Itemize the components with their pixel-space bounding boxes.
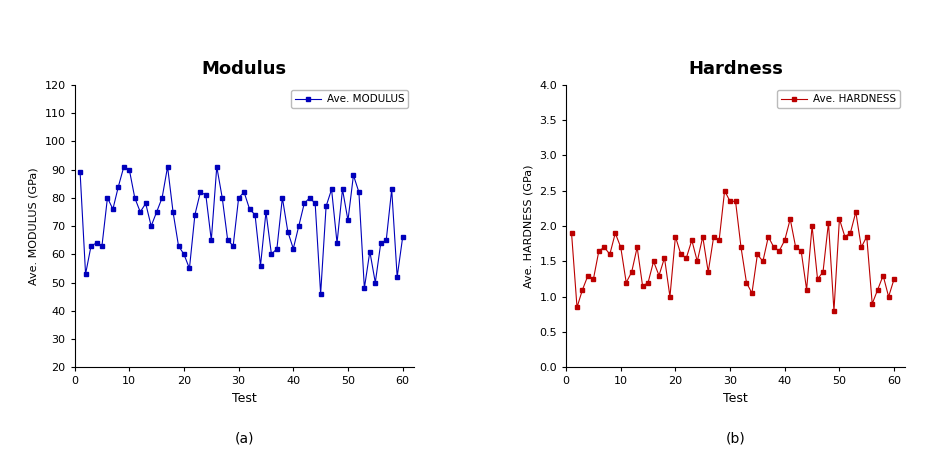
- Ave. MODULUS: [134, 209, 146, 215]
- Title: Modulus: Modulus: [202, 60, 286, 78]
- Ave. HARDNESS: [620, 280, 632, 285]
- X-axis label: Test: Test: [723, 392, 748, 405]
- Y-axis label: Ave. MODULUS (GPa): Ave. MODULUS (GPa): [29, 167, 39, 285]
- X-axis label: Test: Test: [231, 392, 257, 405]
- Ave. HARDNESS: [566, 230, 578, 236]
- Ave. HARDNESS: [648, 259, 659, 264]
- Ave. MODULUS: [189, 212, 201, 218]
- Ave. MODULUS: [397, 235, 409, 240]
- Text: (a): (a): [234, 432, 254, 446]
- Legend: Ave. MODULUS: Ave. MODULUS: [291, 90, 409, 108]
- Ave. HARDNESS: [829, 308, 840, 314]
- Ave. MODULUS: [75, 170, 86, 175]
- Y-axis label: Ave. HARDNESS (GPa): Ave. HARDNESS (GPa): [523, 164, 534, 288]
- Ave. MODULUS: [283, 229, 294, 235]
- Ave. HARDNESS: [719, 188, 731, 194]
- Line: Ave. HARDNESS: Ave. HARDNESS: [569, 188, 897, 313]
- Line: Ave. MODULUS: Ave. MODULUS: [77, 164, 405, 296]
- Ave. MODULUS: [184, 266, 195, 271]
- Title: Hardness: Hardness: [689, 60, 783, 78]
- Ave. MODULUS: [315, 291, 327, 297]
- Ave. HARDNESS: [675, 252, 687, 257]
- Ave. HARDNESS: [670, 234, 681, 239]
- Text: (b): (b): [726, 432, 745, 446]
- Ave. HARDNESS: [888, 276, 899, 282]
- Ave. MODULUS: [173, 243, 184, 249]
- Ave. MODULUS: [118, 164, 130, 170]
- Ave. HARDNESS: [773, 248, 785, 254]
- Ave. HARDNESS: [659, 255, 670, 261]
- Legend: Ave. HARDNESS: Ave. HARDNESS: [777, 90, 899, 108]
- Ave. MODULUS: [162, 164, 174, 170]
